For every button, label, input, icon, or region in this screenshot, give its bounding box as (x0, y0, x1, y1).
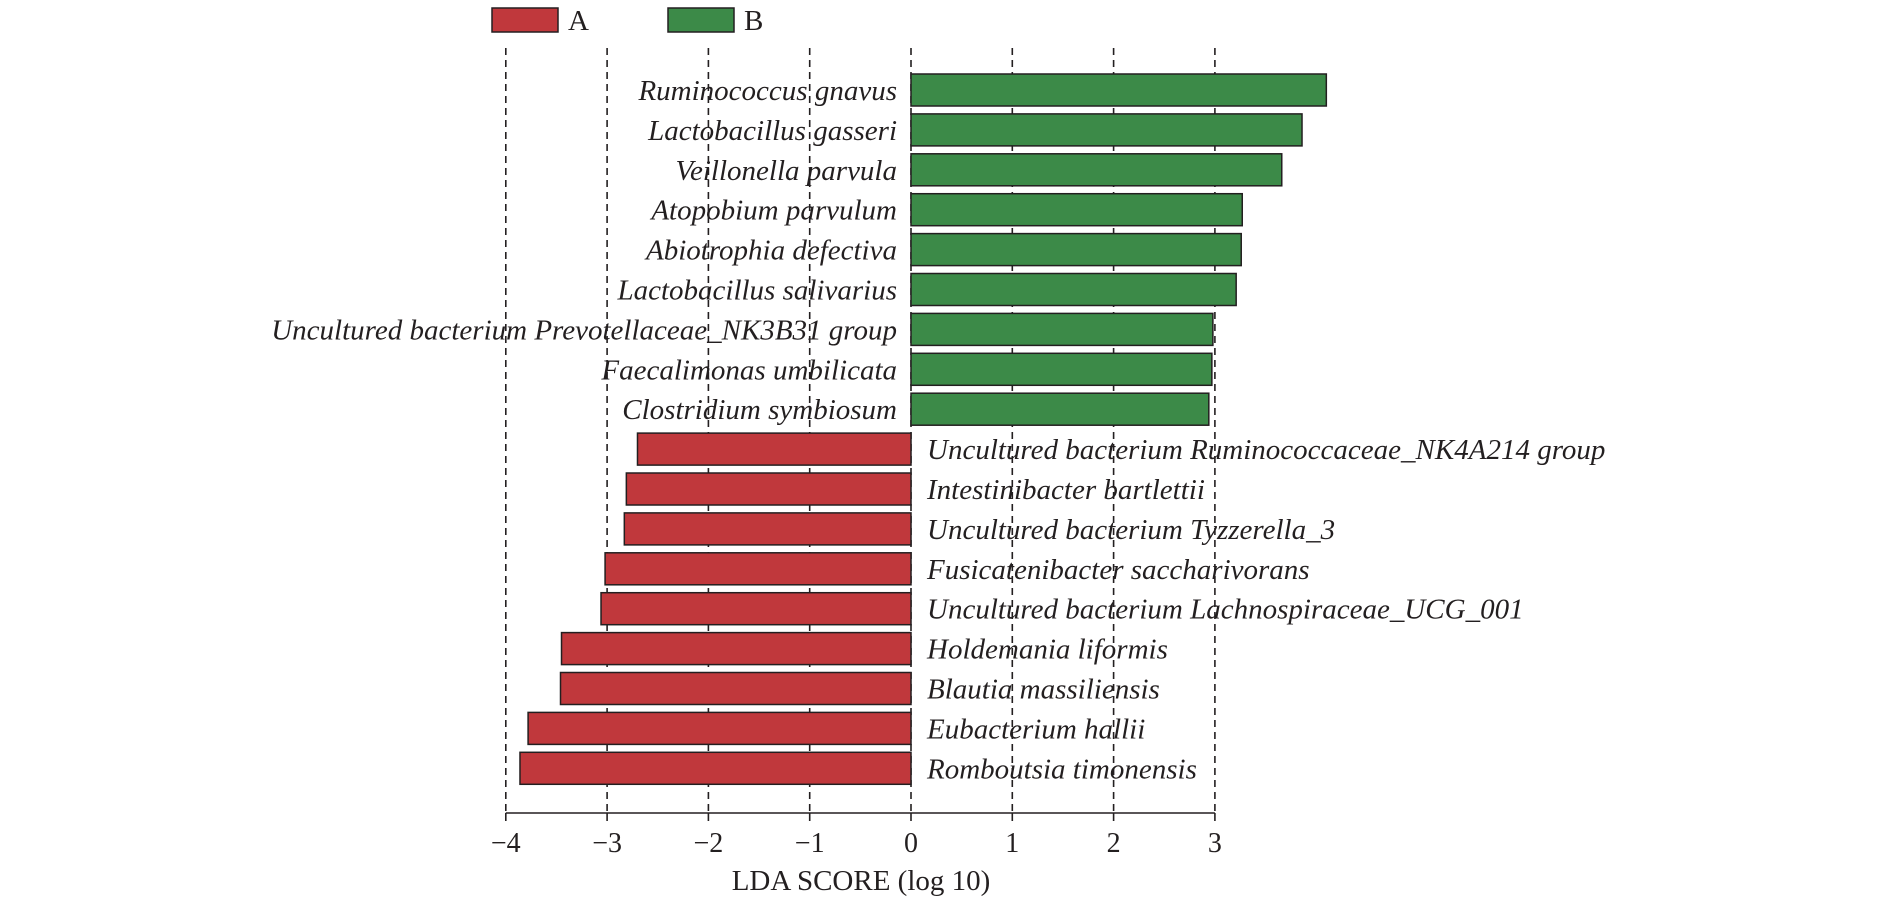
legend-label-b: B (744, 5, 763, 37)
bar (636, 432, 912, 466)
category-label: Uncultured bacterium Ruminococcaceae_NK4… (927, 434, 1605, 466)
bar (527, 711, 912, 746)
bar (910, 113, 1303, 147)
x-tick-label: −4 (491, 828, 521, 859)
bar (910, 352, 1213, 387)
category-label: Eubacterium hallii (926, 713, 1145, 745)
category-label: Blautia massiliensis (927, 674, 1160, 706)
category-label: Atopobium parvulum (649, 195, 897, 227)
category-label: Uncultured bacterium Prevotellaceae_NK3B… (271, 314, 897, 346)
category-labels: Ruminococcus gnavus Lactobacillus gasseri… (271, 75, 1605, 785)
x-tick-label: −3 (592, 828, 622, 859)
category-label: Uncultured bacterium Lachnospiraceae_UCG… (927, 594, 1524, 626)
x-tick-label: 0 (904, 828, 918, 859)
bar (910, 312, 1214, 347)
category-label: Fusicatenibacter saccharivorans (926, 554, 1310, 586)
legend-swatch-b (667, 7, 735, 33)
x-tick-label: −1 (795, 828, 825, 859)
bar (519, 751, 912, 786)
bar (560, 631, 912, 666)
category-label: Intestinibacter bartlettii (926, 474, 1205, 506)
x-tick-label: −2 (694, 828, 724, 859)
category-label: Romboutsia timonensis (926, 753, 1197, 785)
bar (604, 552, 912, 586)
category-label: Holdemania liformis (926, 634, 1168, 666)
bar (910, 153, 1283, 187)
legend-label-a: A (568, 5, 589, 37)
bar (910, 232, 1242, 267)
x-tick-label: 1 (1005, 828, 1019, 859)
category-label: Ruminococcus gnavus (637, 75, 897, 107)
x-tick-label: 3 (1208, 828, 1222, 859)
category-label: Clostridium symbiosum (622, 394, 897, 426)
category-label: Faecalimonas umbilicata (600, 354, 897, 386)
category-label: Abiotrophia defectiva (644, 235, 897, 267)
bar (910, 192, 1244, 227)
bar (910, 73, 1328, 107)
category-label: Veillonella parvula (676, 155, 898, 187)
bar (910, 272, 1237, 307)
bar (559, 671, 912, 706)
bar (910, 392, 1210, 426)
bar (623, 512, 912, 546)
x-tick-label: 2 (1107, 828, 1121, 859)
bars (519, 73, 1328, 786)
bar (600, 591, 912, 626)
x-axis-title: LDA SCORE (log 10) (732, 865, 991, 897)
category-label: Lactobacillus salivarius (616, 275, 897, 307)
x-axis: −4 −3 −2 −1 0 1 2 3 (491, 812, 1222, 859)
category-label: Lactobacillus gasseri (647, 115, 897, 147)
legend-swatch-a (491, 7, 559, 33)
category-label: Uncultured bacterium Tyzzerella_3 (927, 514, 1335, 546)
bar (625, 472, 912, 506)
